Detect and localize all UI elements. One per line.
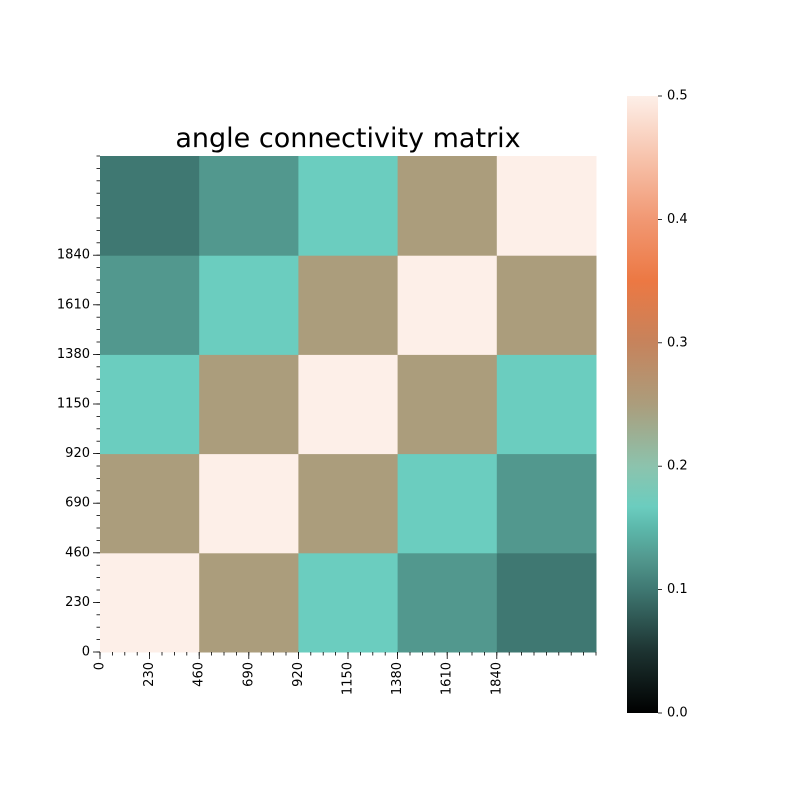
colorbar-tick-label: 0.2: [667, 459, 688, 474]
y-tick-label: 690: [65, 496, 90, 511]
colorbar-tick-label: 0.1: [667, 582, 688, 597]
y-tick-label: 1380: [57, 347, 90, 362]
heatmap-cell: [397, 453, 498, 554]
heatmap-cell: [199, 552, 299, 653]
x-axis: 0 230 460 690 920 1150 1380 1610 1840: [93, 652, 597, 695]
y-tick-label: 460: [65, 545, 90, 560]
colorbar-tick-label: 0.0: [667, 706, 688, 721]
heatmap-cell: [298, 453, 399, 554]
x-tick-label: 1150: [341, 662, 356, 695]
heatmap-cell: [199, 354, 299, 455]
colorbar-tick-label: 0.3: [667, 335, 688, 350]
x-tick-label: 460: [192, 662, 207, 687]
chart-title: angle connectivity matrix: [175, 123, 520, 154]
y-tick-label: 920: [65, 446, 90, 461]
heatmap-cell: [100, 255, 200, 355]
heatmap-cell: [100, 552, 200, 653]
heatmap-cell: [199, 156, 299, 256]
heatmap-cell: [397, 354, 498, 455]
heatmap-cell: [100, 354, 200, 455]
heatmap-cell: [298, 255, 399, 355]
x-tick-label: 0: [93, 662, 108, 670]
heatmap-cell: [298, 552, 399, 653]
heatmap-cell: [298, 354, 399, 455]
heatmap-cell: [496, 255, 597, 355]
heatmap-cell: [397, 255, 498, 355]
heatmap-cell: [199, 453, 299, 554]
x-tick-label: 1380: [390, 662, 405, 695]
x-tick-label: 690: [241, 662, 256, 687]
colorbar-axis: 0.0 0.1 0.2 0.3 0.4 0.5: [658, 89, 688, 721]
y-tick-label: 230: [65, 595, 90, 610]
colorbar: [627, 96, 658, 713]
x-tick-label: 1840: [489, 662, 504, 695]
heatmap-cell: [199, 255, 299, 355]
heatmap-cells: [100, 156, 597, 653]
heatmap-cell: [100, 156, 200, 256]
heatmap-cell: [298, 156, 399, 256]
y-tick-label: 1610: [57, 297, 90, 312]
heatmap-cell: [496, 552, 597, 653]
x-tick-label: 920: [291, 662, 306, 687]
y-axis: 0 230 460 690 920 1150 1380 1610 1840: [57, 155, 100, 660]
colorbar-tick-label: 0.5: [667, 89, 688, 104]
y-tick-label: 0: [82, 645, 90, 660]
colorbar-tick-label: 0.4: [667, 212, 688, 227]
heatmap-cell: [397, 156, 498, 256]
x-tick-label: 230: [142, 662, 157, 687]
y-tick-label: 1840: [57, 248, 90, 263]
x-tick-label: 1610: [440, 662, 455, 695]
heatmap-cell: [496, 156, 597, 256]
heatmap-cell: [100, 453, 200, 554]
heatmap-cell: [496, 354, 597, 455]
heatmap-cell: [397, 552, 498, 653]
heatmap-cell: [496, 453, 597, 554]
y-tick-label: 1150: [57, 397, 90, 412]
